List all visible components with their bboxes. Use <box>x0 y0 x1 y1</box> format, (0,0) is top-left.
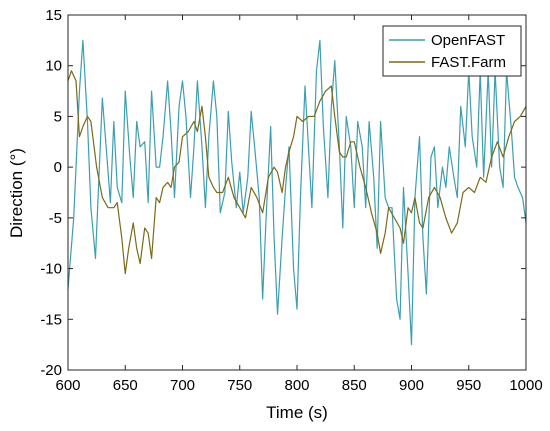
y-tick-label: -5 <box>49 210 62 227</box>
y-tick-label: 15 <box>45 7 62 24</box>
x-tick-label: 850 <box>342 377 367 394</box>
series-line-fast-farm <box>67 70 527 275</box>
x-tick-label: 900 <box>399 377 424 394</box>
y-tick-label: 10 <box>45 58 62 75</box>
x-axis-label: Time (s) <box>266 403 328 422</box>
x-tick-label: 600 <box>55 377 80 394</box>
y-tick-label: 0 <box>54 159 62 176</box>
x-tick-label: 750 <box>227 377 252 394</box>
legend-label: OpenFAST <box>431 32 505 49</box>
x-tick-label: 700 <box>170 377 195 394</box>
y-tick-label: -10 <box>40 261 62 278</box>
x-tick-label: 1000 <box>509 377 542 394</box>
y-tick-label: -20 <box>40 362 62 379</box>
y-tick-label: 5 <box>54 108 62 125</box>
y-axis-label: Direction (°) <box>7 148 26 238</box>
x-tick-label: 950 <box>456 377 481 394</box>
y-tick-label: -15 <box>40 311 62 328</box>
legend-box <box>382 25 522 77</box>
x-tick-label: 650 <box>113 377 138 394</box>
ticks-layer: 600 650 700 750 800 850 900 950 1000 15 10 5 0 -5 -10 -… <box>40 7 542 394</box>
x-tick-label: 800 <box>284 377 309 394</box>
series-line-openfast <box>67 39 527 346</box>
legend-label: FAST.Farm <box>431 54 506 71</box>
series-layer <box>67 39 527 346</box>
legend: OpenFAST FAST.Farm <box>382 25 522 77</box>
